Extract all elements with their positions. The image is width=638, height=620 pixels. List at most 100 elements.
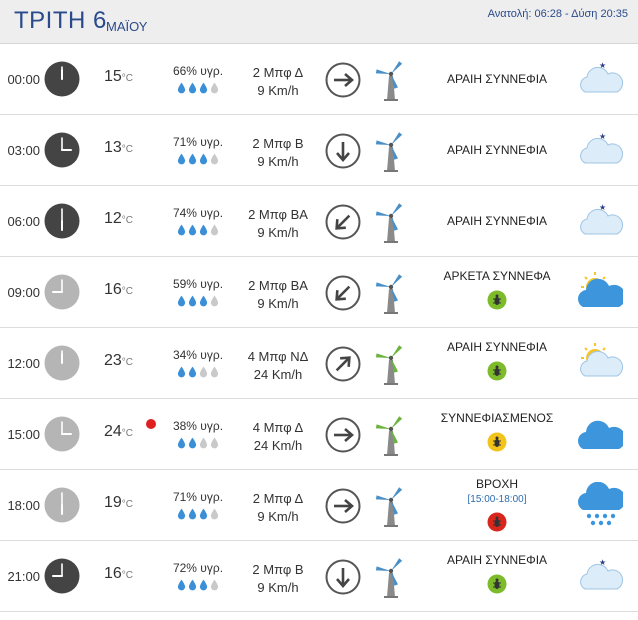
wind-beaufort: 4 Μπφ ΝΔ xyxy=(247,349,309,364)
wind-direction-arrow-icon xyxy=(325,559,361,595)
wind-turbine-icon xyxy=(374,198,408,244)
wind-turbine-icon xyxy=(374,56,408,102)
wind-info: 2 Μπφ Β 9 Km/h xyxy=(236,561,320,597)
humidity-drops-icon xyxy=(168,82,228,95)
wind-turbine-icon xyxy=(374,127,408,173)
temperature-unit: °C xyxy=(121,357,134,368)
forecast-row: 00:00 15°C 66% υγρ. 2 Μπφ Δ 9 Km/h xyxy=(0,44,638,115)
condition-text: ΑΡΑΙΗ ΣΥΝΝΕΦΙΑ xyxy=(446,72,548,86)
humidity-value: 66% υγρ. xyxy=(172,64,224,78)
forecast-row: 15:00 24°C 38% υγρ. 4 Μπφ Δ 24 Km/h xyxy=(0,399,638,470)
wind-beaufort: 2 Μπφ Δ xyxy=(252,491,304,506)
hour-label: 18:00 xyxy=(7,498,40,513)
wind-speed: 9 Km/h xyxy=(257,154,299,169)
night-clock-icon xyxy=(44,132,80,168)
humidity: 71% υγρ. xyxy=(168,490,228,521)
wind-speed: 9 Km/h xyxy=(257,83,299,98)
wind-direction-arrow-icon xyxy=(325,275,361,311)
wind-info: 2 Μπφ Δ 9 Km/h xyxy=(236,64,320,100)
condition: ΒΡΟΧΗ [15:00-18:00] xyxy=(420,477,574,532)
temperature: 12°C xyxy=(104,210,156,228)
hour-label: 15:00 xyxy=(7,427,40,442)
wind-direction-arrow-icon xyxy=(325,204,361,240)
wind-direction-arrow-icon xyxy=(325,346,361,382)
wind-speed: 9 Km/h xyxy=(257,509,299,524)
rain-time-range: [15:00-18:00] xyxy=(467,494,527,505)
night-clock-icon xyxy=(44,558,80,594)
humidity-drops-icon xyxy=(168,295,228,308)
forecast-row: 18:00 19°C 71% υγρ. 2 Μπφ Δ 9 Km/h xyxy=(0,470,638,541)
temperature-value: 16 xyxy=(104,565,122,582)
condition: ΣΥΝΝΕΦΙΑΣΜΕΝΟΣ xyxy=(420,411,574,452)
forecast-row: 21:00 16°C 72% υγρ. 2 Μπφ Β 9 Km/h xyxy=(0,541,638,612)
condition: ΑΡΚΕΤΑ ΣΥΝΝΕΦΑ xyxy=(420,269,574,310)
forecast-list: 00:00 15°C 66% υγρ. 2 Μπφ Δ 9 Km/h xyxy=(0,44,638,612)
temperature-value: 12 xyxy=(104,210,122,227)
wind-info: 2 Μπφ Β 9 Km/h xyxy=(236,135,320,171)
day-clock-icon xyxy=(44,487,80,523)
humidity: 71% υγρ. xyxy=(168,135,228,166)
temperature-unit: °C xyxy=(121,73,134,84)
temperature-unit: °C xyxy=(121,286,134,297)
wind-turbine-icon xyxy=(374,482,408,528)
humidity: 59% υγρ. xyxy=(168,277,228,308)
temperature: 23°C xyxy=(104,352,156,370)
humidity-drops-icon xyxy=(168,366,228,379)
humidity: 72% υγρ. xyxy=(168,561,228,592)
humidity-drops-icon xyxy=(168,579,228,592)
temperature: 24°C xyxy=(104,423,156,441)
sun-cloud-icon xyxy=(575,269,626,315)
moon-cloud-icon: ★ xyxy=(575,198,624,244)
hour-label: 09:00 xyxy=(7,285,40,300)
condition: ΑΡΑΙΗ ΣΥΝΝΕΦΙΑ xyxy=(420,214,574,228)
night-clock-icon xyxy=(44,61,80,97)
temperature-unit: °C xyxy=(121,499,134,510)
humidity-value: 74% υγρ. xyxy=(172,206,224,220)
insect-index-icon xyxy=(420,290,574,310)
temperature-value: 15 xyxy=(104,68,122,85)
insect-index-icon xyxy=(420,574,574,594)
humidity: 66% υγρ. xyxy=(168,64,228,95)
sun-cloud-light-icon xyxy=(575,340,624,386)
wind-speed: 9 Km/h xyxy=(257,580,299,595)
forecast-row: 12:00 23°C 34% υγρ. 4 Μπφ ΝΔ 24 Km/h xyxy=(0,328,638,399)
temperature-value: 13 xyxy=(104,139,122,156)
forecast-row: 09:00 16°C 59% υγρ. 2 Μπφ ΒΑ 9 Km/h xyxy=(0,257,638,328)
wind-speed: 9 Km/h xyxy=(257,296,299,311)
wind-beaufort: 2 Μπφ ΒΑ xyxy=(248,207,308,222)
temperature-unit: °C xyxy=(121,215,134,226)
wind-info: 4 Μπφ Δ 24 Km/h xyxy=(236,419,320,455)
temperature-unit: °C xyxy=(121,570,134,581)
moon-cloud-icon: ★ xyxy=(575,56,624,102)
rain-cloud-icon xyxy=(575,481,626,528)
condition: ΑΡΑΙΗ ΣΥΝΝΕΦΙΑ xyxy=(420,553,574,594)
condition-text: ΣΥΝΝΕΦΙΑΣΜΕΝΟΣ xyxy=(440,411,554,425)
insect-index-icon xyxy=(420,432,574,452)
temperature-value: 24 xyxy=(104,423,122,440)
wind-speed: 24 Km/h xyxy=(253,438,303,453)
temperature: 13°C xyxy=(104,139,156,157)
insect-index-icon xyxy=(420,512,574,532)
temperature: 16°C xyxy=(104,281,156,299)
humidity-value: 59% υγρ. xyxy=(172,277,224,291)
condition-text: ΒΡΟΧΗ xyxy=(475,477,518,491)
wind-beaufort: 2 Μπφ Β xyxy=(252,562,304,577)
wind-beaufort: 2 Μπφ ΒΑ xyxy=(248,278,308,293)
max-temp-dot-icon xyxy=(146,419,156,429)
condition: ΑΡΑΙΗ ΣΥΝΝΕΦΙΑ xyxy=(420,143,574,157)
hour-label: 21:00 xyxy=(7,569,40,584)
svg-text:★: ★ xyxy=(599,203,606,212)
wind-turbine-icon xyxy=(374,340,408,386)
temperature: 16°C xyxy=(104,565,156,583)
wind-info: 2 Μπφ ΒΑ 9 Km/h xyxy=(236,206,320,242)
cloud-icon xyxy=(575,411,626,457)
day-clock-icon xyxy=(44,274,80,310)
temperature-unit: °C xyxy=(121,144,134,155)
wind-beaufort: 2 Μπφ Β xyxy=(252,136,304,151)
hour-label: 03:00 xyxy=(7,143,40,158)
humidity: 74% υγρ. xyxy=(168,206,228,237)
hour-label: 00:00 xyxy=(7,72,40,87)
wind-direction-arrow-icon xyxy=(325,62,361,98)
wind-turbine-icon xyxy=(374,411,408,457)
condition: ΑΡΑΙΗ ΣΥΝΝΕΦΙΑ xyxy=(420,340,574,381)
